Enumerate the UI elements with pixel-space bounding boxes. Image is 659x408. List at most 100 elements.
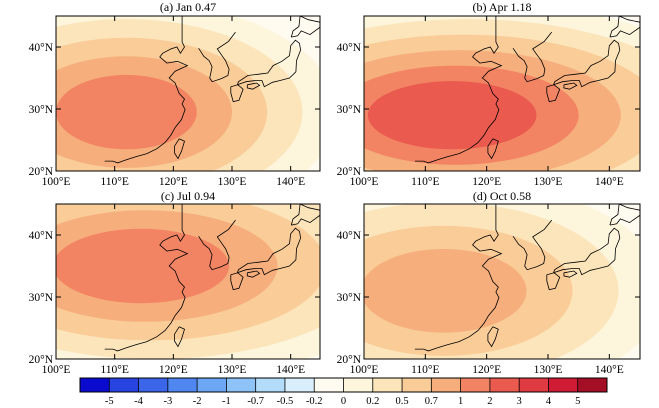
- coastline: [553, 39, 621, 88]
- coastline: [563, 270, 578, 278]
- colorbar-label: -5: [105, 396, 114, 407]
- x-tick-label: 120°E: [159, 176, 188, 188]
- colorbar-label: 4: [546, 396, 552, 407]
- y-tick-label: 30°N: [29, 104, 54, 116]
- x-tick-label: 100°E: [350, 364, 379, 376]
- colorbar-segment: [138, 378, 169, 392]
- colorbar-label: 1: [458, 396, 463, 407]
- x-tick-label: 100°E: [350, 176, 379, 188]
- panel-frame: [363, 203, 641, 360]
- x-tick-label: 120°E: [472, 364, 501, 376]
- coastline: [563, 82, 578, 90]
- coastline: [198, 219, 236, 271]
- contour-level-1: [364, 248, 527, 333]
- colorbar-label: -0.5: [277, 396, 294, 407]
- colorbar-segment: [284, 378, 315, 392]
- colorbar-label: -0.7: [247, 396, 264, 407]
- coastline: [246, 270, 261, 278]
- x-tick-label: 130°E: [534, 364, 563, 376]
- coastline: [198, 31, 236, 83]
- colorbar-label: -2: [193, 396, 202, 407]
- x-tick-label: 140°E: [595, 176, 624, 188]
- coastline: [487, 138, 499, 160]
- coastline: [174, 326, 185, 348]
- panel-c-title: (c) Jul 0.94: [161, 189, 215, 203]
- panel-frame: [55, 203, 321, 360]
- colorbar-label: -4: [134, 396, 143, 407]
- x-tick-label: 110°E: [411, 364, 439, 376]
- coastline: [236, 227, 302, 276]
- colorbar-segment: [489, 378, 520, 392]
- map-panel-jul: 100°E 110°E 120°E 130°E 140°E 20°N 30°N 40°N: [29, 203, 321, 376]
- y-tick-label: 20°N: [29, 354, 54, 366]
- panel-b-title: (b) Apr 1.18: [473, 0, 532, 14]
- coastline: [104, 204, 189, 352]
- colorbar-label: 5: [575, 396, 580, 407]
- colorbar-segment: [343, 378, 374, 392]
- x-tick-label: 140°E: [276, 176, 305, 188]
- colorbar-segment: [548, 378, 579, 392]
- colorbar-segment: [577, 378, 608, 392]
- coastline: [487, 326, 499, 348]
- colorbar: -5 -4 -3 -2 -1 -0.7 -0.5 -0.2 0 0.2 0.5 0.7 1 2 3 4 5: [79, 377, 608, 407]
- x-tick-label: 140°E: [276, 364, 305, 376]
- x-tick-label: 130°E: [218, 176, 247, 188]
- coastline: [230, 84, 244, 103]
- coastline: [553, 227, 621, 276]
- map-panel-oct: 100°E 110°E 120°E 130°E 140°E 20°N 30°N 40°N: [337, 203, 641, 376]
- colorbar-segment: [314, 378, 344, 392]
- coastline: [512, 219, 553, 271]
- colorbar-label: 0.2: [366, 396, 379, 407]
- colorbar-segment: [460, 378, 491, 392]
- coastline: [174, 138, 185, 160]
- x-tick-label: 140°E: [595, 364, 624, 376]
- colorbar-label: 0.5: [395, 396, 408, 407]
- colorbar-label: 0.7: [425, 396, 438, 407]
- x-tick-label: 120°E: [472, 176, 501, 188]
- colorbar-label: -0.2: [306, 396, 323, 407]
- colorbar-label: -1: [222, 396, 231, 407]
- coastline: [236, 39, 302, 88]
- contour-level-2: [56, 74, 197, 150]
- panel-a-title: (a) Jan 0.47: [160, 0, 216, 14]
- y-tick-label: 40°N: [29, 42, 54, 54]
- map-panel-apr: 100°E 110°E 120°E 130°E 140°E 20°N 30°N 40°N: [337, 15, 641, 188]
- colorbar-segment: [226, 378, 256, 392]
- y-tick-label: 40°N: [337, 42, 362, 54]
- x-tick-label: 110°E: [100, 364, 128, 376]
- colorbar-segment: [519, 378, 549, 392]
- x-tick-label: 100°E: [42, 364, 71, 376]
- coastline: [546, 84, 561, 103]
- y-tick-label: 20°N: [337, 354, 362, 366]
- coastline: [609, 204, 640, 226]
- x-tick-label: 100°E: [42, 176, 71, 188]
- contour-level-3: [367, 81, 537, 150]
- coastline: [290, 16, 320, 38]
- colorbar-segment: [197, 378, 227, 392]
- y-tick-label: 30°N: [29, 292, 54, 304]
- coastline: [546, 272, 561, 291]
- x-tick-label: 110°E: [411, 176, 439, 188]
- x-tick-label: 130°E: [534, 176, 563, 188]
- colorbar-label: 0: [341, 396, 346, 407]
- coastline: [290, 204, 320, 226]
- colorbar-segment: [80, 378, 110, 392]
- colorbar-segment: [255, 378, 286, 392]
- x-tick-label: 110°E: [100, 176, 128, 188]
- map-panel-jan: 100°E 110°E 120°E 130°E 140°E 20°N 30°N 40°N: [29, 15, 321, 188]
- colorbar-label: -3: [163, 396, 172, 407]
- coastline: [104, 16, 189, 164]
- contour-level-2: [56, 228, 230, 304]
- y-tick-label: 20°N: [29, 166, 54, 178]
- colorbar-label: 2: [487, 396, 492, 407]
- colorbar-segment: [431, 378, 461, 392]
- panel-d-title: (d) Oct 0.58: [473, 189, 531, 203]
- y-tick-label: 20°N: [337, 166, 362, 178]
- colorbar-label: 3: [517, 396, 522, 407]
- x-tick-label: 130°E: [218, 364, 247, 376]
- y-tick-label: 40°N: [337, 230, 362, 242]
- colorbar-segment: [372, 378, 403, 392]
- y-tick-label: 30°N: [337, 104, 362, 116]
- x-tick-label: 120°E: [159, 364, 188, 376]
